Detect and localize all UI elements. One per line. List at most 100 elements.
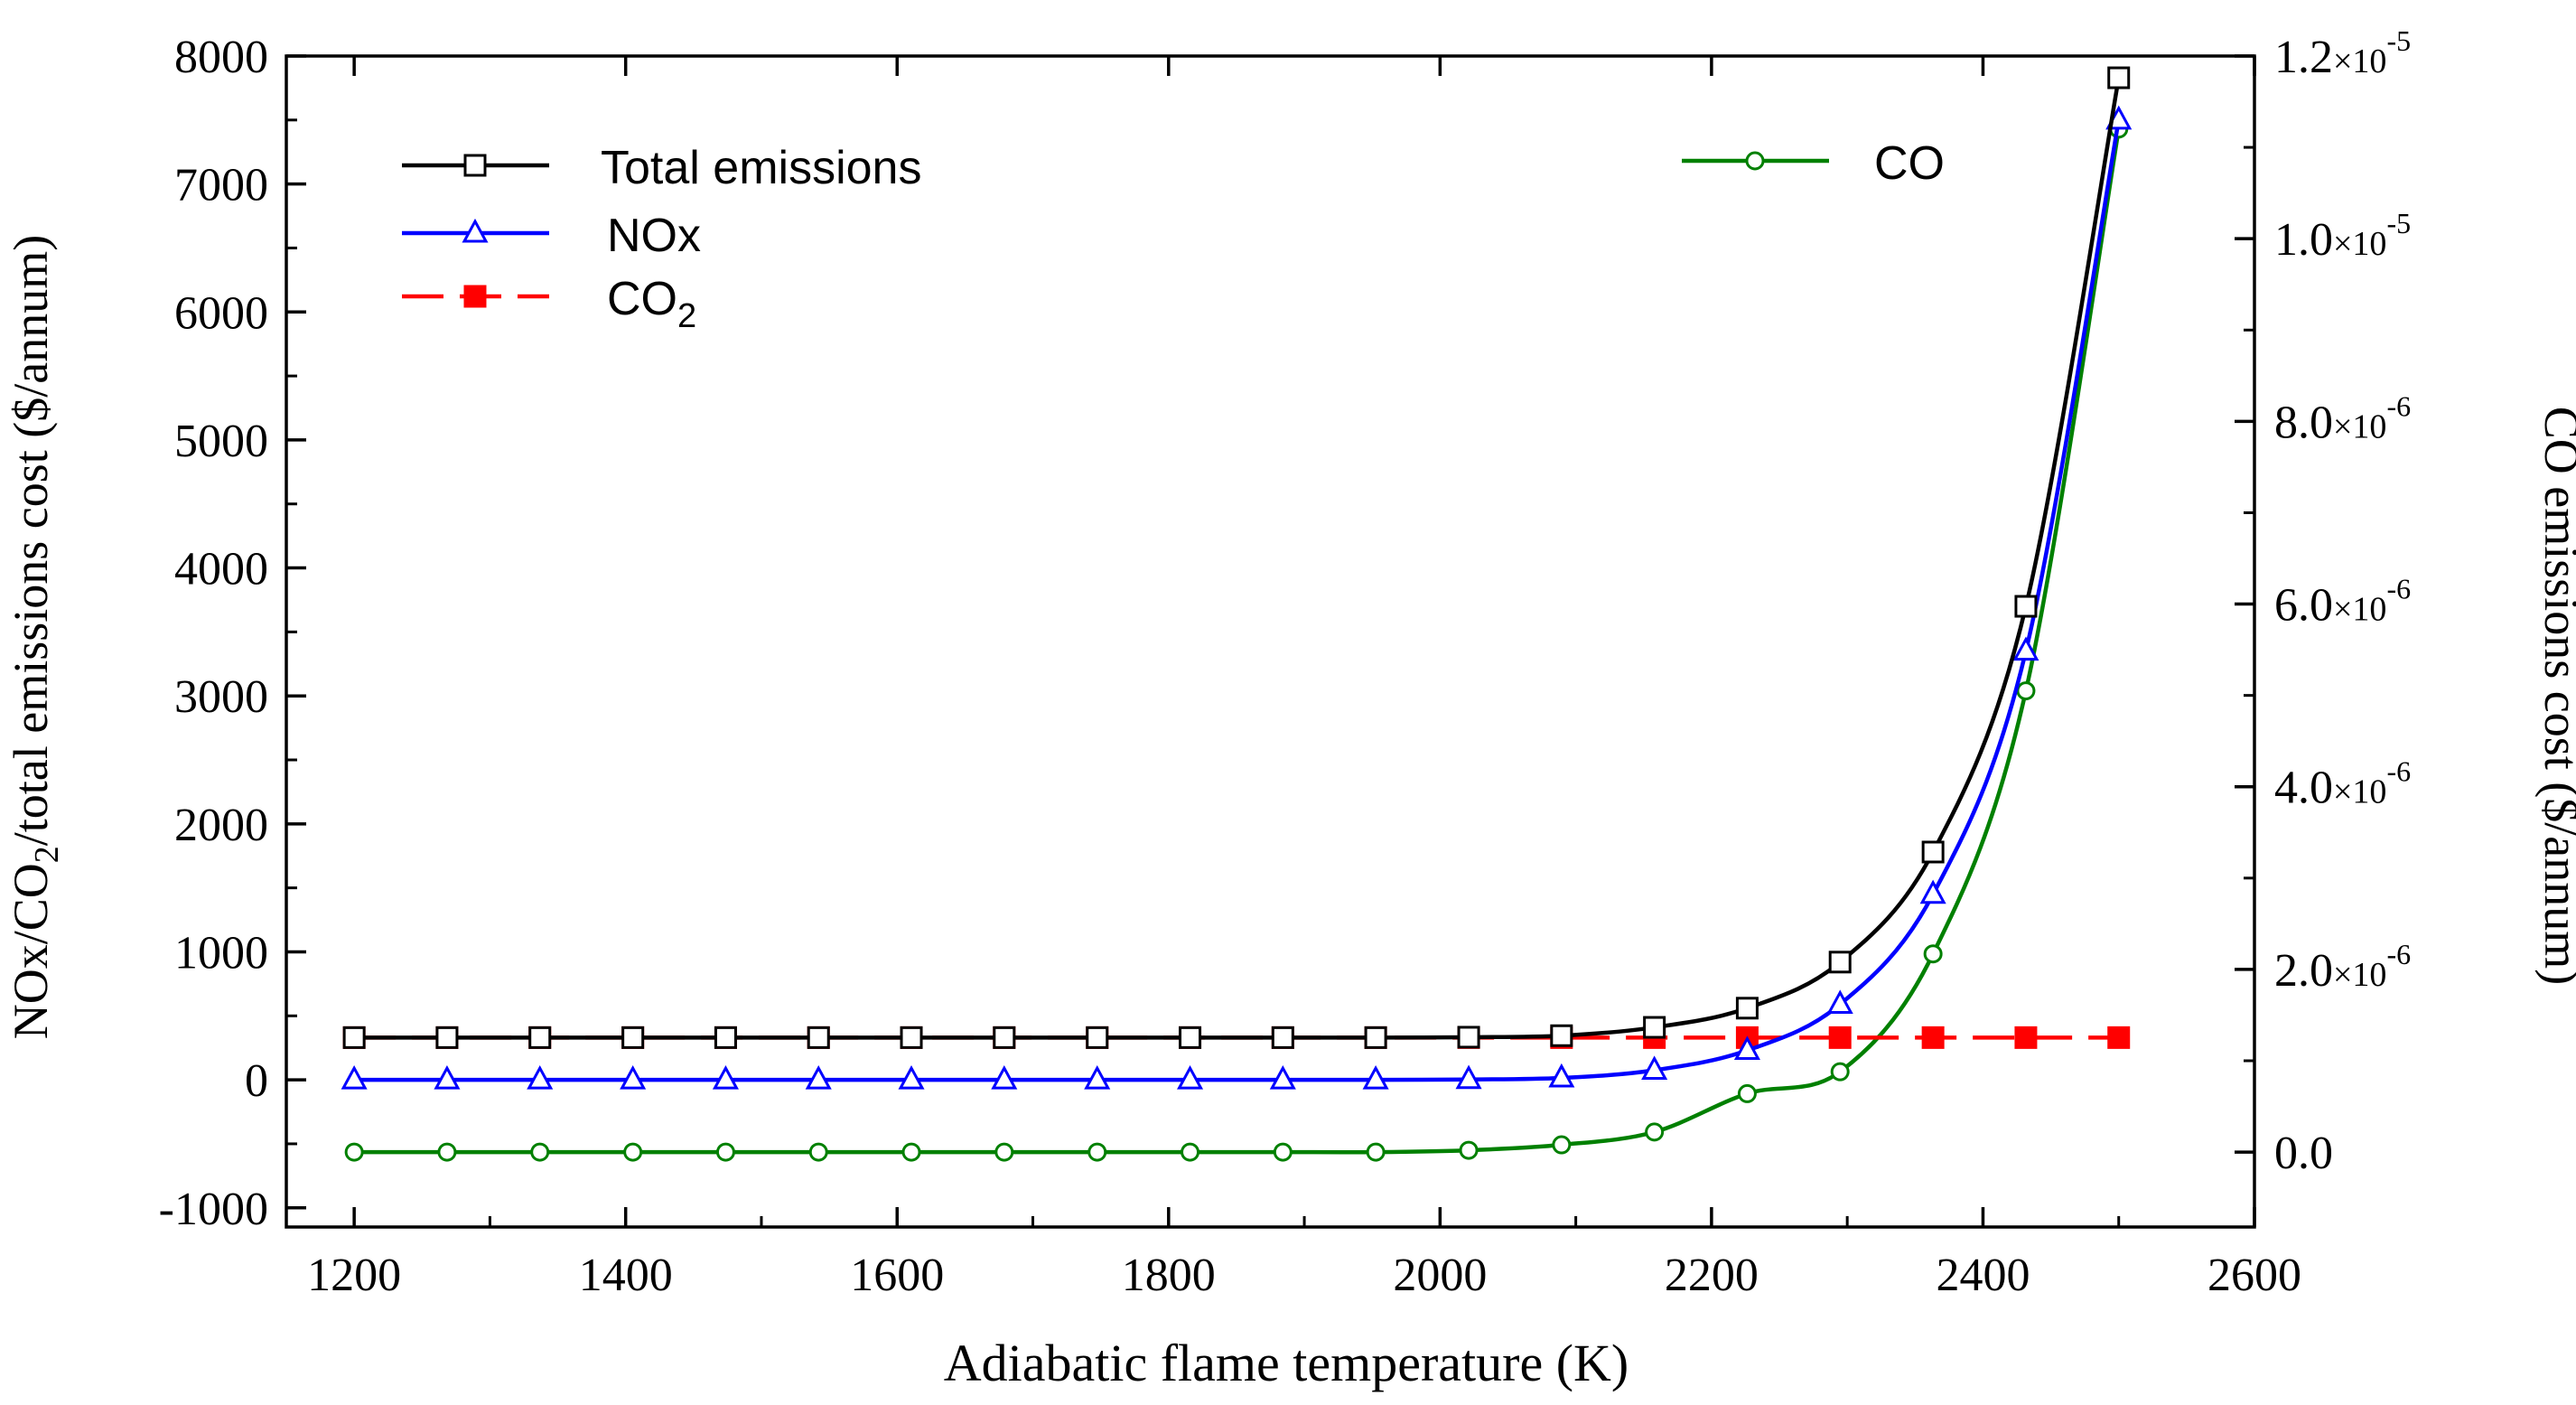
y-left-tick-label: 3000 xyxy=(174,671,268,723)
legend-entry-right: CO xyxy=(1682,137,1945,190)
y-right-tick-label: 8.0×10-6 xyxy=(2274,389,2411,448)
data-point xyxy=(437,1142,457,1162)
data-point xyxy=(2014,595,2038,618)
data-point xyxy=(1921,1026,1945,1049)
data-point xyxy=(1735,997,1759,1020)
data-point xyxy=(714,1026,737,1049)
data-point xyxy=(1737,1083,1757,1103)
x-tick-label: 1600 xyxy=(850,1250,944,1301)
series-co xyxy=(344,119,2129,1162)
data-point xyxy=(1828,951,1852,974)
tick-labels: 1200 1400 1600 1800 2000 2200 2400 2600 -1000 0 10… xyxy=(159,24,2411,1301)
x-tick-label: 1400 xyxy=(579,1250,673,1301)
x-axis-title: Adiabatic flame temperature (K) xyxy=(944,1334,1629,1392)
y-left-tick-label: 5000 xyxy=(174,416,268,467)
x-tick-label: 1200 xyxy=(307,1250,401,1301)
series-total-emissions xyxy=(342,66,2131,1049)
data-point xyxy=(1366,1142,1386,1162)
legend-label: CO2 xyxy=(607,273,696,335)
data-point xyxy=(1457,1026,1480,1049)
data-point xyxy=(620,1064,647,1090)
data-point xyxy=(530,1142,550,1162)
data-point xyxy=(1362,1064,1389,1090)
data-point xyxy=(1548,1063,1575,1088)
data-point xyxy=(901,1142,921,1162)
data-point xyxy=(2016,681,2036,701)
series-line xyxy=(354,128,2121,1155)
legend-swatch-marker xyxy=(462,218,489,243)
data-point xyxy=(808,1142,828,1162)
data-point xyxy=(1086,1026,1109,1049)
y-right-tick-label: 0.0 xyxy=(2274,1128,2333,1179)
data-point xyxy=(623,1142,643,1162)
data-point xyxy=(2012,636,2039,661)
data-point xyxy=(1826,989,1853,1015)
legend-label: NOx xyxy=(607,210,701,262)
data-point xyxy=(435,1026,459,1049)
data-point xyxy=(715,1142,735,1162)
legend-swatch-marker xyxy=(1745,151,1765,171)
y-left-tick-label: 7000 xyxy=(174,160,268,211)
data-point xyxy=(1643,1016,1666,1039)
y-left-tick-label: 0 xyxy=(245,1055,268,1107)
legend-entry: Total emissions xyxy=(402,142,921,194)
series-line xyxy=(354,119,2121,1082)
y-left-tick-label: 1000 xyxy=(174,927,268,979)
data-point xyxy=(807,1026,830,1049)
data-point xyxy=(1177,1064,1204,1090)
data-point xyxy=(2014,1026,2038,1049)
data-point xyxy=(1179,1026,1202,1049)
legend-swatch-marker xyxy=(463,154,487,177)
data-point xyxy=(2107,1026,2131,1049)
series-layer xyxy=(341,66,2133,1162)
data-point xyxy=(2107,66,2131,89)
data-point xyxy=(1923,944,1943,964)
data-point xyxy=(994,1142,1014,1162)
y-left-tick-label: 6000 xyxy=(174,287,268,339)
y-axis-title-right: CO emissions cost ($/annum) xyxy=(2534,407,2576,985)
data-point xyxy=(341,1064,368,1090)
legend-entry: CO2 xyxy=(402,273,696,335)
legend-label: CO xyxy=(1874,137,1945,190)
x-tick-label: 1800 xyxy=(1122,1250,1216,1301)
y-left-tick-label: 4000 xyxy=(174,544,268,595)
data-point xyxy=(1084,1064,1111,1090)
data-point xyxy=(1364,1026,1387,1049)
data-point xyxy=(1641,1055,1668,1080)
tick-marks xyxy=(286,54,2256,1227)
data-point xyxy=(712,1064,739,1090)
plot-frame xyxy=(285,54,2256,1229)
legend: Total emissions NOx CO2 CO xyxy=(402,137,1945,335)
data-point xyxy=(900,1026,923,1049)
y-axis-title-left: NOx/CO2/total emissions cost ($/annum) xyxy=(4,235,66,1039)
data-point xyxy=(1550,1024,1573,1047)
x-tick-label: 2000 xyxy=(1393,1250,1487,1301)
data-point xyxy=(805,1064,832,1090)
x-tick-label: 2200 xyxy=(1665,1250,1759,1301)
data-point xyxy=(1269,1064,1296,1090)
data-point xyxy=(1087,1142,1107,1162)
data-point xyxy=(344,1142,364,1162)
data-point xyxy=(993,1026,1016,1049)
legend-label: Total emissions xyxy=(601,142,921,194)
legend-entry: NOx xyxy=(402,210,701,262)
y-right-tick-label: 1.0×10-5 xyxy=(2274,207,2411,266)
y-right-tick-label: 1.2×10-5 xyxy=(2274,24,2411,83)
data-point xyxy=(1459,1140,1479,1160)
y-right-tick-label: 4.0×10-6 xyxy=(2274,755,2411,814)
data-point xyxy=(1181,1142,1200,1162)
data-point xyxy=(1830,1062,1850,1082)
data-point xyxy=(1271,1026,1294,1049)
y-left-tick-label: 8000 xyxy=(174,32,268,83)
data-point xyxy=(991,1064,1018,1090)
data-point xyxy=(621,1026,645,1049)
data-point xyxy=(1455,1064,1482,1090)
x-tick-label: 2600 xyxy=(2207,1250,2301,1301)
data-point xyxy=(1921,840,1945,864)
data-point xyxy=(434,1064,461,1090)
data-point xyxy=(1733,1035,1760,1061)
data-point xyxy=(1273,1142,1293,1162)
y-right-tick-label: 6.0×10-6 xyxy=(2274,573,2411,632)
series-nox xyxy=(341,105,2133,1090)
